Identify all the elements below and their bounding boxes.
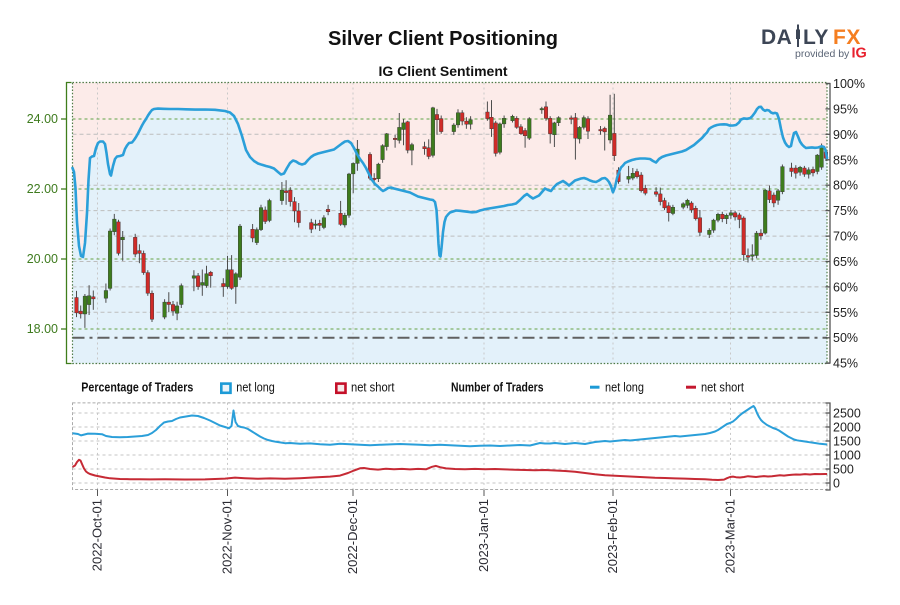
svg-text:IG Client Sentiment: IG Client Sentiment xyxy=(378,63,507,79)
svg-text:2000: 2000 xyxy=(833,421,861,435)
svg-text:net short: net short xyxy=(701,380,744,394)
svg-text:Number of Traders: Number of Traders xyxy=(451,380,544,394)
svg-text:65%: 65% xyxy=(833,255,858,269)
svg-text:2022-Oct-01: 2022-Oct-01 xyxy=(90,499,105,571)
svg-text:95%: 95% xyxy=(833,102,858,116)
svg-text:55%: 55% xyxy=(833,306,858,320)
svg-text:70%: 70% xyxy=(833,230,858,244)
svg-text:DA: DA xyxy=(761,26,792,49)
svg-text:18.00: 18.00 xyxy=(27,322,58,336)
svg-text:22.00: 22.00 xyxy=(27,182,58,196)
svg-text:20.00: 20.00 xyxy=(27,252,58,266)
svg-text:net short: net short xyxy=(351,380,395,394)
svg-text:80%: 80% xyxy=(833,179,858,193)
svg-text:1000: 1000 xyxy=(833,449,861,463)
svg-text:60%: 60% xyxy=(833,280,858,294)
svg-text:Silver Client Positioning: Silver Client Positioning xyxy=(328,28,558,50)
svg-text:FX: FX xyxy=(833,26,861,49)
svg-text:2022-Nov-01: 2022-Nov-01 xyxy=(220,499,235,574)
svg-text:85%: 85% xyxy=(833,153,858,167)
svg-text:1500: 1500 xyxy=(833,435,861,449)
svg-text:75%: 75% xyxy=(833,204,858,218)
svg-text:24.00: 24.00 xyxy=(27,112,58,126)
svg-text:2023-Mar-01: 2023-Mar-01 xyxy=(723,499,738,573)
svg-text:provided by: provided by xyxy=(795,48,850,60)
svg-text:50%: 50% xyxy=(833,331,858,345)
svg-text:500: 500 xyxy=(833,463,854,477)
svg-text:net long: net long xyxy=(236,380,275,394)
svg-text:2500: 2500 xyxy=(833,407,861,421)
svg-text:2023-Jan-01: 2023-Jan-01 xyxy=(476,499,491,572)
svg-text:45%: 45% xyxy=(833,357,858,371)
svg-text:Percentage of Traders: Percentage of Traders xyxy=(81,380,193,394)
svg-text:LY: LY xyxy=(803,26,829,49)
svg-text:0: 0 xyxy=(833,477,840,491)
svg-text:net long: net long xyxy=(605,380,644,394)
svg-text:100%: 100% xyxy=(833,77,865,91)
svg-text:IG: IG xyxy=(852,46,867,62)
svg-text:2022-Dec-01: 2022-Dec-01 xyxy=(345,499,360,574)
svg-text:90%: 90% xyxy=(833,128,858,142)
svg-text:2023-Feb-01: 2023-Feb-01 xyxy=(605,499,620,573)
